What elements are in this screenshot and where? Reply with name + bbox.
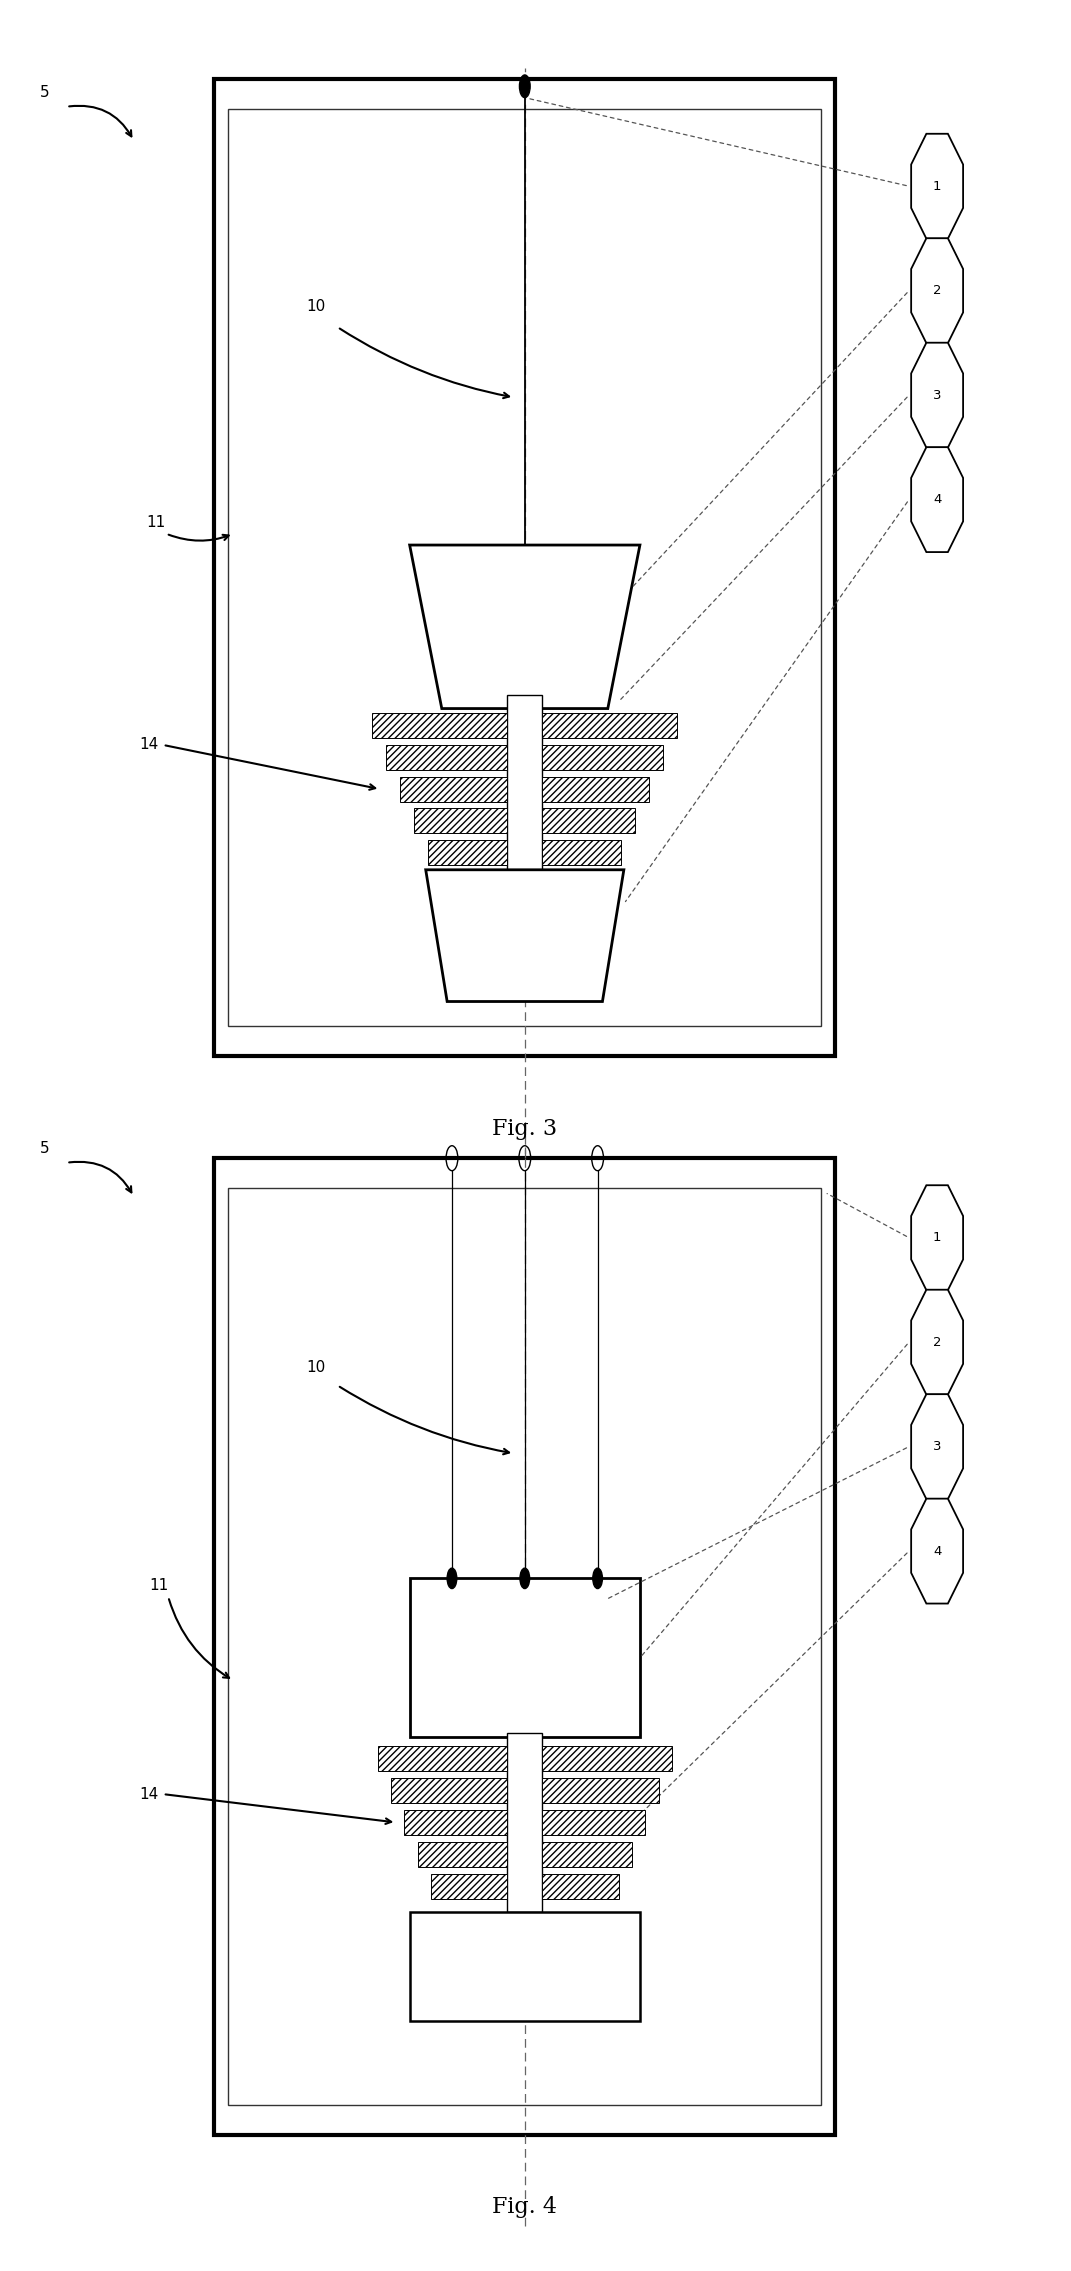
- Bar: [543, 1746, 673, 1771]
- Text: 3: 3: [933, 1440, 941, 1453]
- Bar: [377, 1746, 508, 1771]
- Text: 2: 2: [933, 284, 941, 298]
- Text: 3: 3: [933, 388, 941, 402]
- Circle shape: [521, 1567, 529, 1590]
- Text: 4: 4: [933, 1544, 941, 1558]
- Polygon shape: [911, 343, 963, 447]
- Text: Fig. 4: Fig. 4: [493, 2196, 557, 2219]
- Polygon shape: [911, 134, 963, 238]
- Text: 1: 1: [933, 179, 941, 193]
- Bar: [543, 713, 678, 738]
- Text: 5: 5: [41, 84, 49, 100]
- Polygon shape: [911, 1290, 963, 1394]
- Bar: [508, 1733, 543, 1912]
- Polygon shape: [410, 545, 640, 709]
- Text: 2: 2: [933, 1335, 941, 1349]
- Polygon shape: [911, 1394, 963, 1499]
- Polygon shape: [911, 1499, 963, 1603]
- Bar: [373, 713, 508, 738]
- Bar: [410, 1578, 640, 1737]
- Bar: [543, 1810, 645, 1835]
- Bar: [405, 1810, 508, 1835]
- Bar: [214, 1158, 835, 2135]
- Text: 4: 4: [933, 493, 941, 506]
- Bar: [543, 808, 635, 833]
- Polygon shape: [425, 870, 624, 1002]
- Polygon shape: [911, 447, 963, 552]
- Text: Fig. 3: Fig. 3: [493, 1117, 557, 1140]
- Text: 5: 5: [41, 1140, 49, 1156]
- Bar: [543, 1842, 632, 1867]
- Circle shape: [448, 1567, 456, 1590]
- Bar: [391, 1778, 508, 1803]
- Bar: [228, 109, 821, 1026]
- Bar: [401, 777, 508, 802]
- Text: 10: 10: [306, 300, 326, 313]
- Bar: [543, 840, 621, 865]
- Bar: [431, 1874, 508, 1899]
- Bar: [543, 777, 649, 802]
- Polygon shape: [911, 238, 963, 343]
- Bar: [418, 1842, 508, 1867]
- Bar: [228, 1188, 821, 2105]
- Bar: [414, 808, 508, 833]
- Text: 14: 14: [139, 738, 159, 752]
- Bar: [214, 79, 835, 1056]
- Bar: [387, 745, 508, 770]
- Text: 14: 14: [139, 1787, 159, 1801]
- Circle shape: [593, 1567, 602, 1590]
- Bar: [428, 840, 508, 865]
- Text: 10: 10: [306, 1360, 326, 1374]
- Text: 11: 11: [149, 1578, 168, 1592]
- Bar: [543, 1874, 619, 1899]
- Bar: [410, 1912, 640, 2021]
- Polygon shape: [911, 1185, 963, 1290]
- Bar: [508, 695, 543, 883]
- Bar: [543, 1778, 659, 1803]
- Circle shape: [519, 75, 530, 98]
- Bar: [543, 745, 663, 770]
- Text: 1: 1: [933, 1231, 941, 1245]
- Text: 11: 11: [147, 516, 166, 529]
